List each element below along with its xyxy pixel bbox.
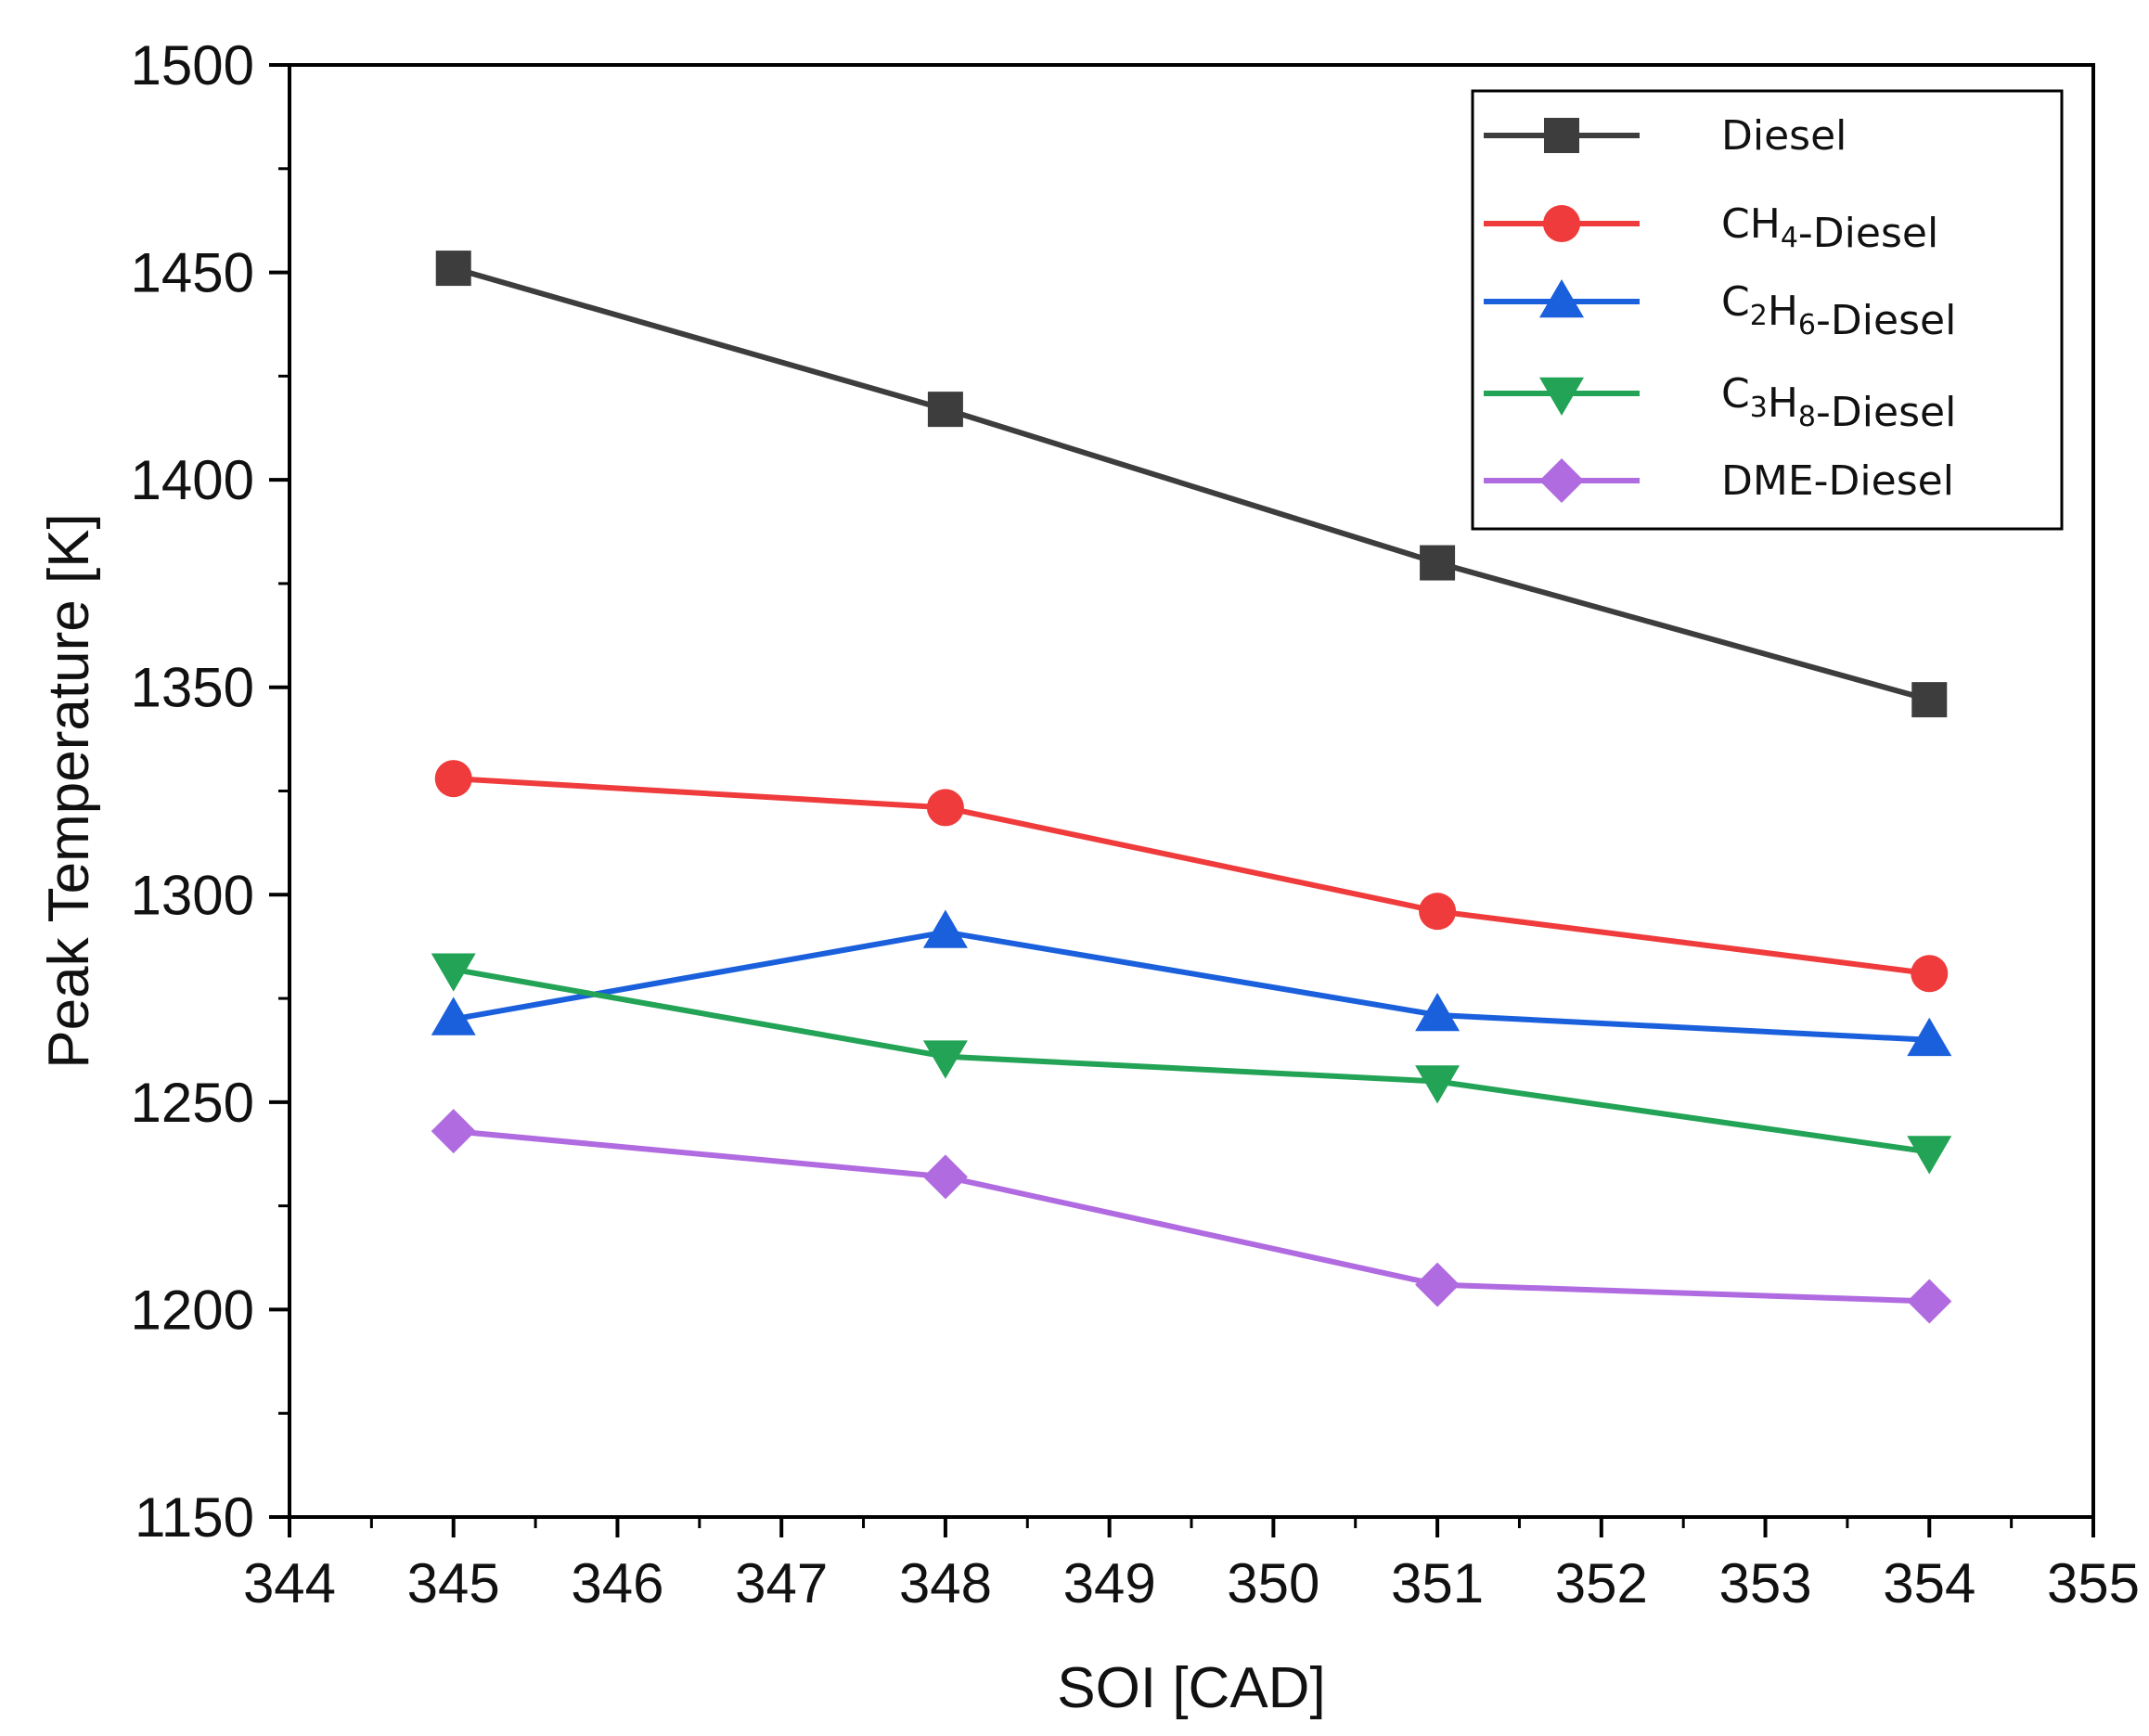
x-tick-label: 354	[1883, 1552, 1975, 1614]
y-tick-label: 1150	[135, 1486, 254, 1549]
legend-label: C3H8-Diesel	[1721, 370, 1956, 436]
data-point	[1911, 955, 1949, 993]
data-point	[1420, 545, 1456, 581]
data-point	[434, 760, 472, 798]
legend-label: CH4-Diesel	[1721, 200, 1938, 257]
x-tick-label: 345	[407, 1552, 500, 1614]
legend-label: C2H6-Diesel	[1721, 278, 1956, 344]
legend-label: Diesel	[1721, 112, 1847, 160]
y-tick-label: 1350	[131, 657, 254, 719]
legend-item: Diesel	[1484, 112, 1847, 160]
x-tick-label: 348	[899, 1552, 992, 1614]
data-point	[1907, 1279, 1952, 1324]
data-point	[922, 1154, 968, 1200]
data-point	[1419, 893, 1457, 931]
series-line	[452, 265, 1931, 703]
legend-label: DME-Diesel	[1721, 457, 1954, 505]
series-line	[453, 1128, 1930, 1305]
y-tick-label: 1400	[131, 449, 254, 511]
data-point	[435, 251, 471, 287]
data-point	[926, 789, 964, 827]
x-tick-label: 349	[1063, 1552, 1156, 1614]
x-tick-label: 352	[1555, 1552, 1648, 1614]
y-tick-label: 1450	[131, 242, 254, 304]
legend-item: C3H8-Diesel	[1484, 370, 1956, 436]
legend-marker	[1539, 377, 1584, 416]
y-tick-label: 1300	[131, 864, 254, 926]
data-point	[927, 392, 963, 428]
legend-marker	[1539, 458, 1584, 503]
legend-marker	[1544, 118, 1579, 153]
series-c3h8-diesel	[431, 953, 1952, 1175]
series-diesel	[435, 251, 1948, 718]
data-point	[1415, 1065, 1461, 1104]
data-point	[1415, 992, 1461, 1032]
data-point	[1907, 1017, 1952, 1057]
legend-item: DME-Diesel	[1484, 457, 1954, 505]
series-line	[453, 776, 1930, 977]
data-point	[431, 1109, 476, 1154]
series-dme-diesel	[431, 1109, 1952, 1324]
data-point	[922, 909, 968, 948]
x-tick-label: 353	[1718, 1552, 1811, 1614]
legend-marker	[1539, 279, 1584, 318]
series-ch4-diesel	[434, 760, 1949, 993]
data-point	[922, 1040, 968, 1079]
data-point	[1415, 1262, 1461, 1307]
series-line	[453, 929, 1930, 1043]
series-layer	[431, 251, 1952, 1324]
x-tick-label: 355	[2047, 1552, 2140, 1614]
data-point	[1907, 1136, 1952, 1175]
data-point	[431, 997, 476, 1035]
x-tick-label: 344	[243, 1552, 336, 1614]
x-tick-label: 347	[735, 1552, 828, 1614]
data-point	[1911, 682, 1948, 718]
legend-item: CH4-Diesel	[1484, 200, 1938, 257]
axes-layer: 344 345 346 347 348 349 350 351 352 353 354 355 1150…	[131, 34, 2141, 1614]
legend-item: C2H6-Diesel	[1484, 278, 1956, 344]
series-c2h6-diesel	[431, 909, 1952, 1057]
x-tick-label: 351	[1391, 1552, 1484, 1614]
legend-marker	[1543, 205, 1580, 242]
x-tick-label: 350	[1227, 1552, 1319, 1614]
y-tick-label: 1200	[131, 1279, 254, 1341]
y-tick-label: 1250	[131, 1072, 254, 1134]
data-point	[431, 953, 476, 992]
y-axis-title: Peak Temperature [K]	[37, 513, 101, 1069]
series-line	[453, 966, 1930, 1155]
x-tick-label: 346	[571, 1552, 663, 1614]
legend: Diesel CH4-Diesel C2H6-Diesel C3H8-Diesel DM…	[1471, 89, 2064, 531]
x-axis-title: SOI [CAD]	[1057, 1656, 1325, 1720]
y-tick-label: 1500	[131, 34, 254, 96]
